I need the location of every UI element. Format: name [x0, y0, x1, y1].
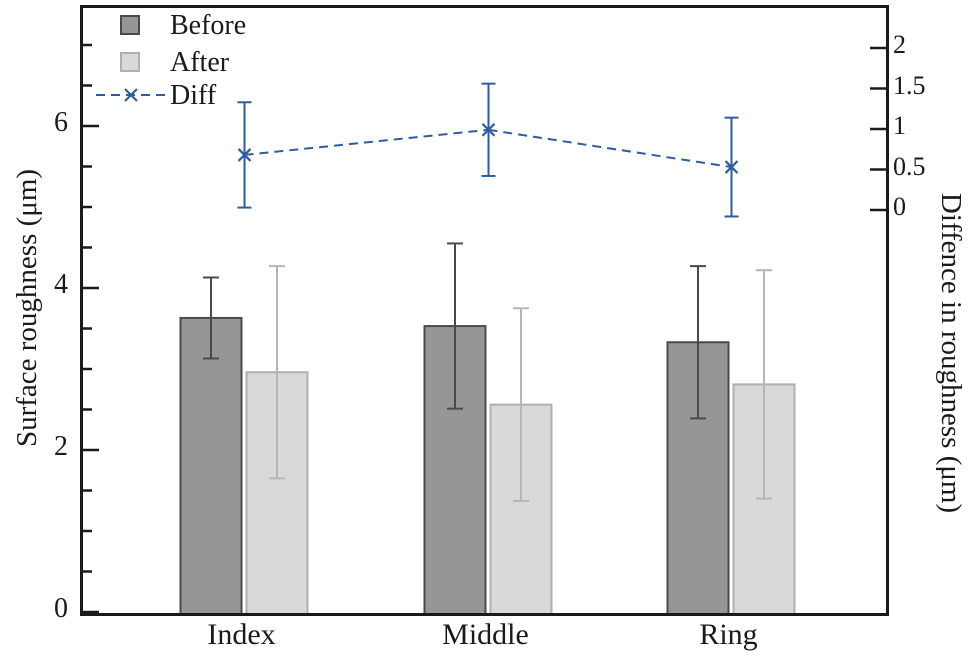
- right-axis-title: Diffence in roughness (μm): [935, 192, 967, 514]
- left-axis-tick-label: 6: [54, 107, 68, 138]
- legend-label-after: After: [170, 47, 230, 78]
- x-axis-category-label-index: Index: [207, 618, 276, 651]
- x-marker-icon: [724, 160, 739, 174]
- x-axis-category-label-ring: Ring: [699, 618, 758, 651]
- legend-diff-sample: [96, 84, 166, 106]
- right-axis-tick-label: 0: [893, 192, 906, 221]
- x-marker-icon: [124, 88, 138, 102]
- left-axis-title: Surface roughness (μm): [11, 168, 43, 448]
- legend-swatch-before: [120, 15, 140, 35]
- legend-swatch-after: [120, 52, 140, 72]
- right-axis-tick-label: 1.5: [893, 70, 926, 100]
- plot-area: [80, 5, 889, 616]
- x-marker-icon: [124, 88, 138, 102]
- diff-line-segment: [488, 128, 732, 169]
- legend-label-diff: Diff: [170, 80, 217, 111]
- left-axis-tick-label: 4: [54, 269, 68, 300]
- x-axis-category-label-middle: Middle: [442, 618, 529, 651]
- chart-canvas: [83, 43, 886, 613]
- legend: Before After Diff: [0, 0, 400, 130]
- bar-before-index: [179, 316, 243, 613]
- right-axis-tick-label: 0.5: [893, 151, 926, 181]
- left-axis-tick-label: 2: [54, 431, 68, 462]
- right-axis-tick-label: 2: [893, 30, 906, 59]
- diff-line-segment: [244, 128, 489, 156]
- x-marker-icon: [481, 123, 496, 137]
- right-axis-tick-label: 1: [893, 111, 906, 140]
- x-marker-icon: [237, 148, 252, 162]
- x-marker-icon: [123, 87, 139, 103]
- legend-label-before: Before: [170, 10, 247, 41]
- left-axis-tick-label: 0: [54, 593, 68, 624]
